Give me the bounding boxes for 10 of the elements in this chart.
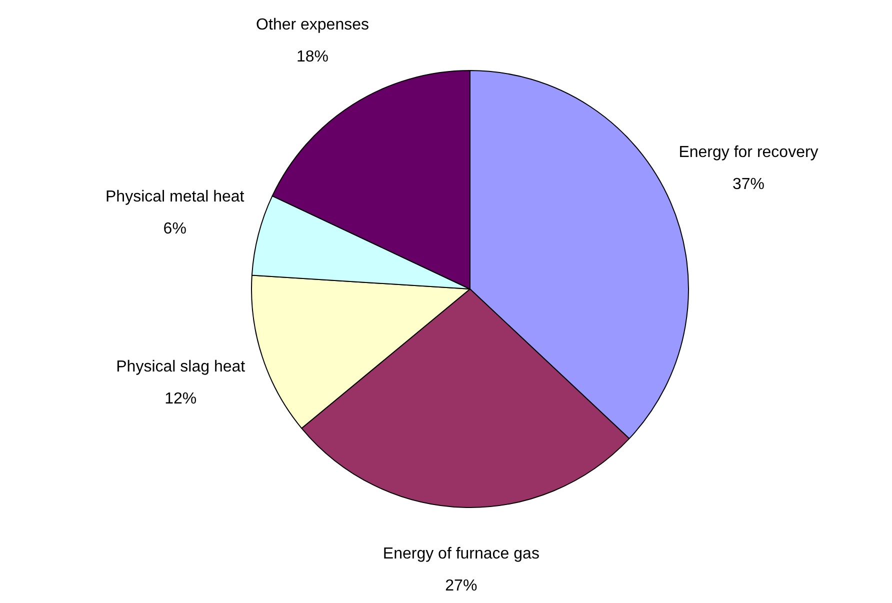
data-label: 6% (163, 220, 186, 238)
slice-label: Energy of furnace gas (382, 546, 540, 563)
data-label: 27% (445, 578, 478, 595)
data-label: 37% (732, 176, 765, 193)
slice-label: Other expenses (256, 16, 369, 34)
data-label: 18% (296, 48, 329, 66)
slice-label: Physical slag heat (116, 358, 246, 376)
data-label: 12% (164, 390, 197, 408)
slice-label: Physical metal heat (105, 188, 245, 206)
slice-label: Energy for recovery (678, 144, 818, 161)
